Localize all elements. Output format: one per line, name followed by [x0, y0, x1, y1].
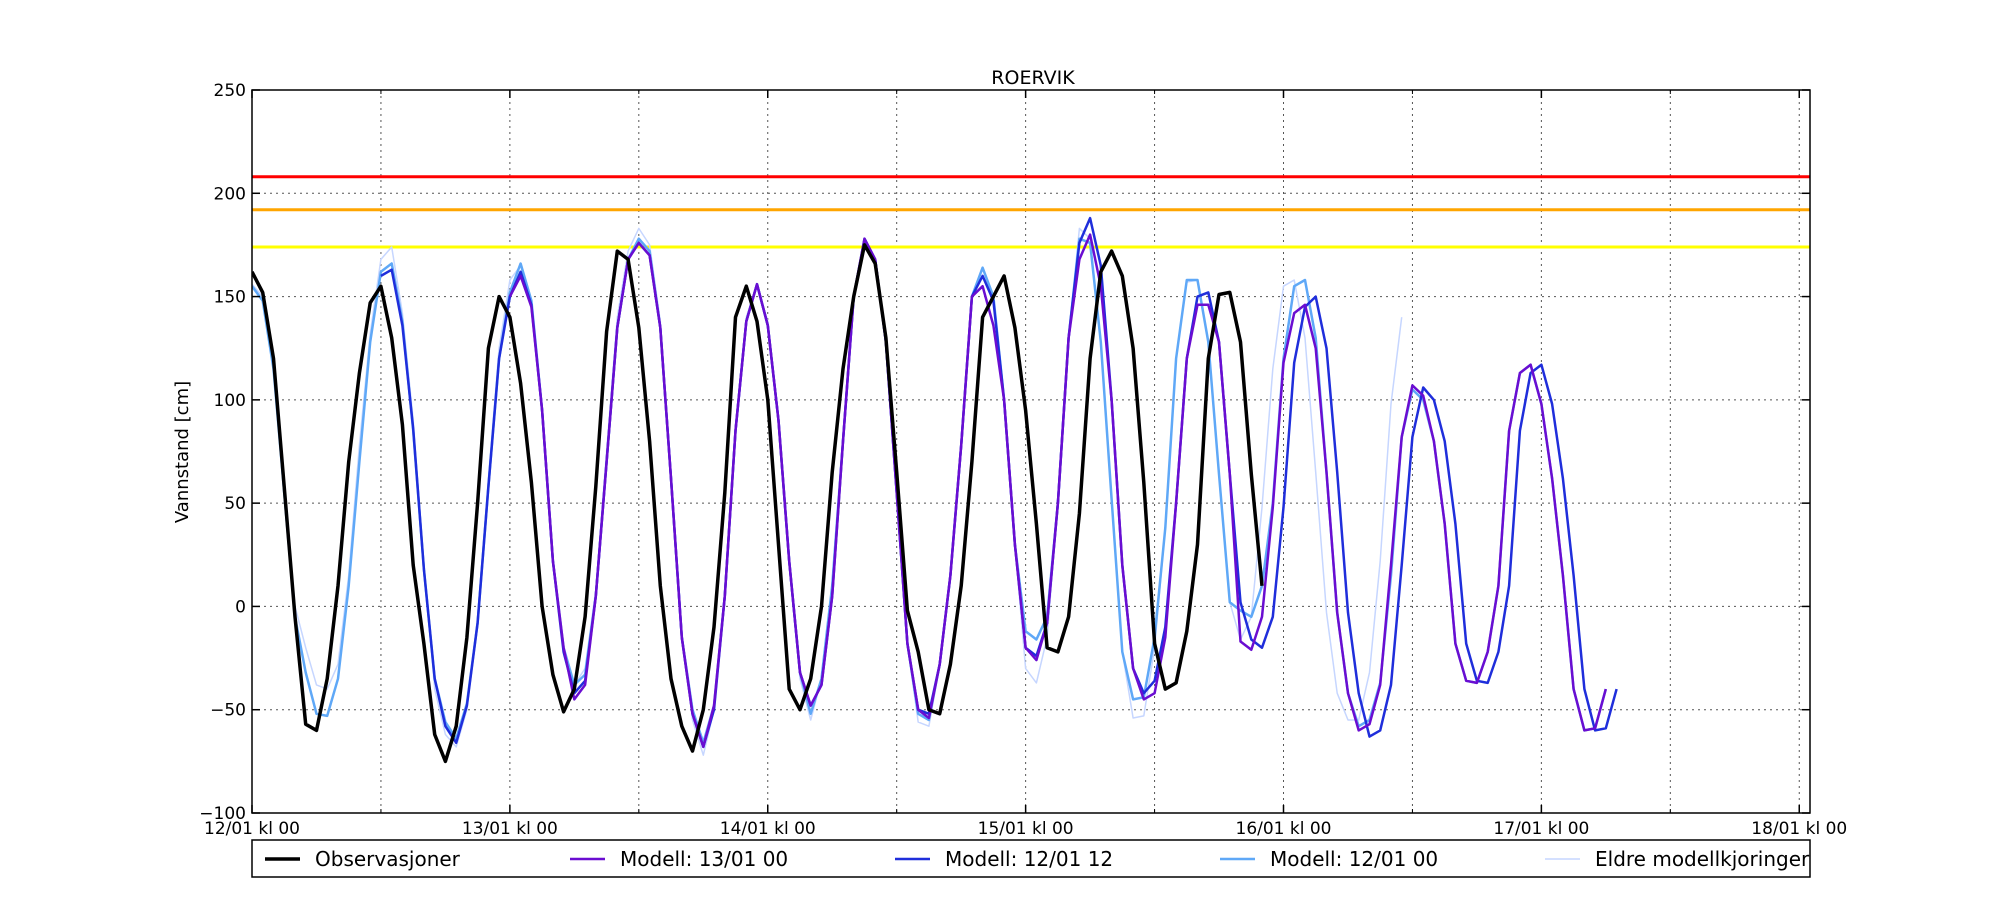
x-tick-label: 18/01 kl 00 — [1751, 819, 1847, 839]
legend-label: Modell: 12/01 12 — [945, 847, 1113, 871]
plot-area-frame — [251, 89, 1811, 814]
x-tick-label: 12/01 kl 00 — [204, 819, 300, 839]
y-tick-label: 100 — [214, 391, 246, 411]
x-tick-label: 14/01 kl 00 — [720, 819, 816, 839]
x-tick-label: 15/01 kl 00 — [978, 819, 1074, 839]
legend-label: Observasjoner — [315, 847, 461, 871]
legend-label: Modell: 12/01 00 — [1270, 847, 1438, 871]
x-tick-label: 16/01 kl 00 — [1236, 819, 1332, 839]
x-tick-label: 17/01 kl 00 — [1493, 819, 1589, 839]
series-line-modell-13-01-00 — [508, 233, 1608, 749]
y-tick-label: 200 — [214, 184, 246, 204]
legend-label: Eldre modellkjoringer — [1595, 847, 1810, 871]
y-tick-label: 250 — [214, 81, 246, 101]
y-tick-label: −50 — [210, 701, 246, 721]
x-tick-label: 13/01 kl 00 — [462, 819, 558, 839]
axis-ticks: 12/01 kl 00 13/01 kl 00 14/01 kl 00 15/01 k… — [199, 81, 1847, 839]
y-tick-label: −100 — [199, 804, 246, 824]
threshold-lines — [252, 175, 1810, 249]
legend: Observasjoner Modell: 13/01 00 Modell: 12/… — [251, 839, 1811, 878]
y-tick-label: 0 — [235, 597, 246, 617]
legend-label: Modell: 13/01 00 — [620, 847, 788, 871]
y-tick-label: 50 — [224, 494, 246, 514]
series-lines — [252, 216, 1618, 764]
chart-title: ROERVIK — [991, 67, 1075, 89]
y-tick-label: 150 — [214, 288, 246, 308]
series-line-observasjoner — [252, 243, 1264, 764]
y-axis-label: Vannstand [cm] — [172, 381, 193, 523]
